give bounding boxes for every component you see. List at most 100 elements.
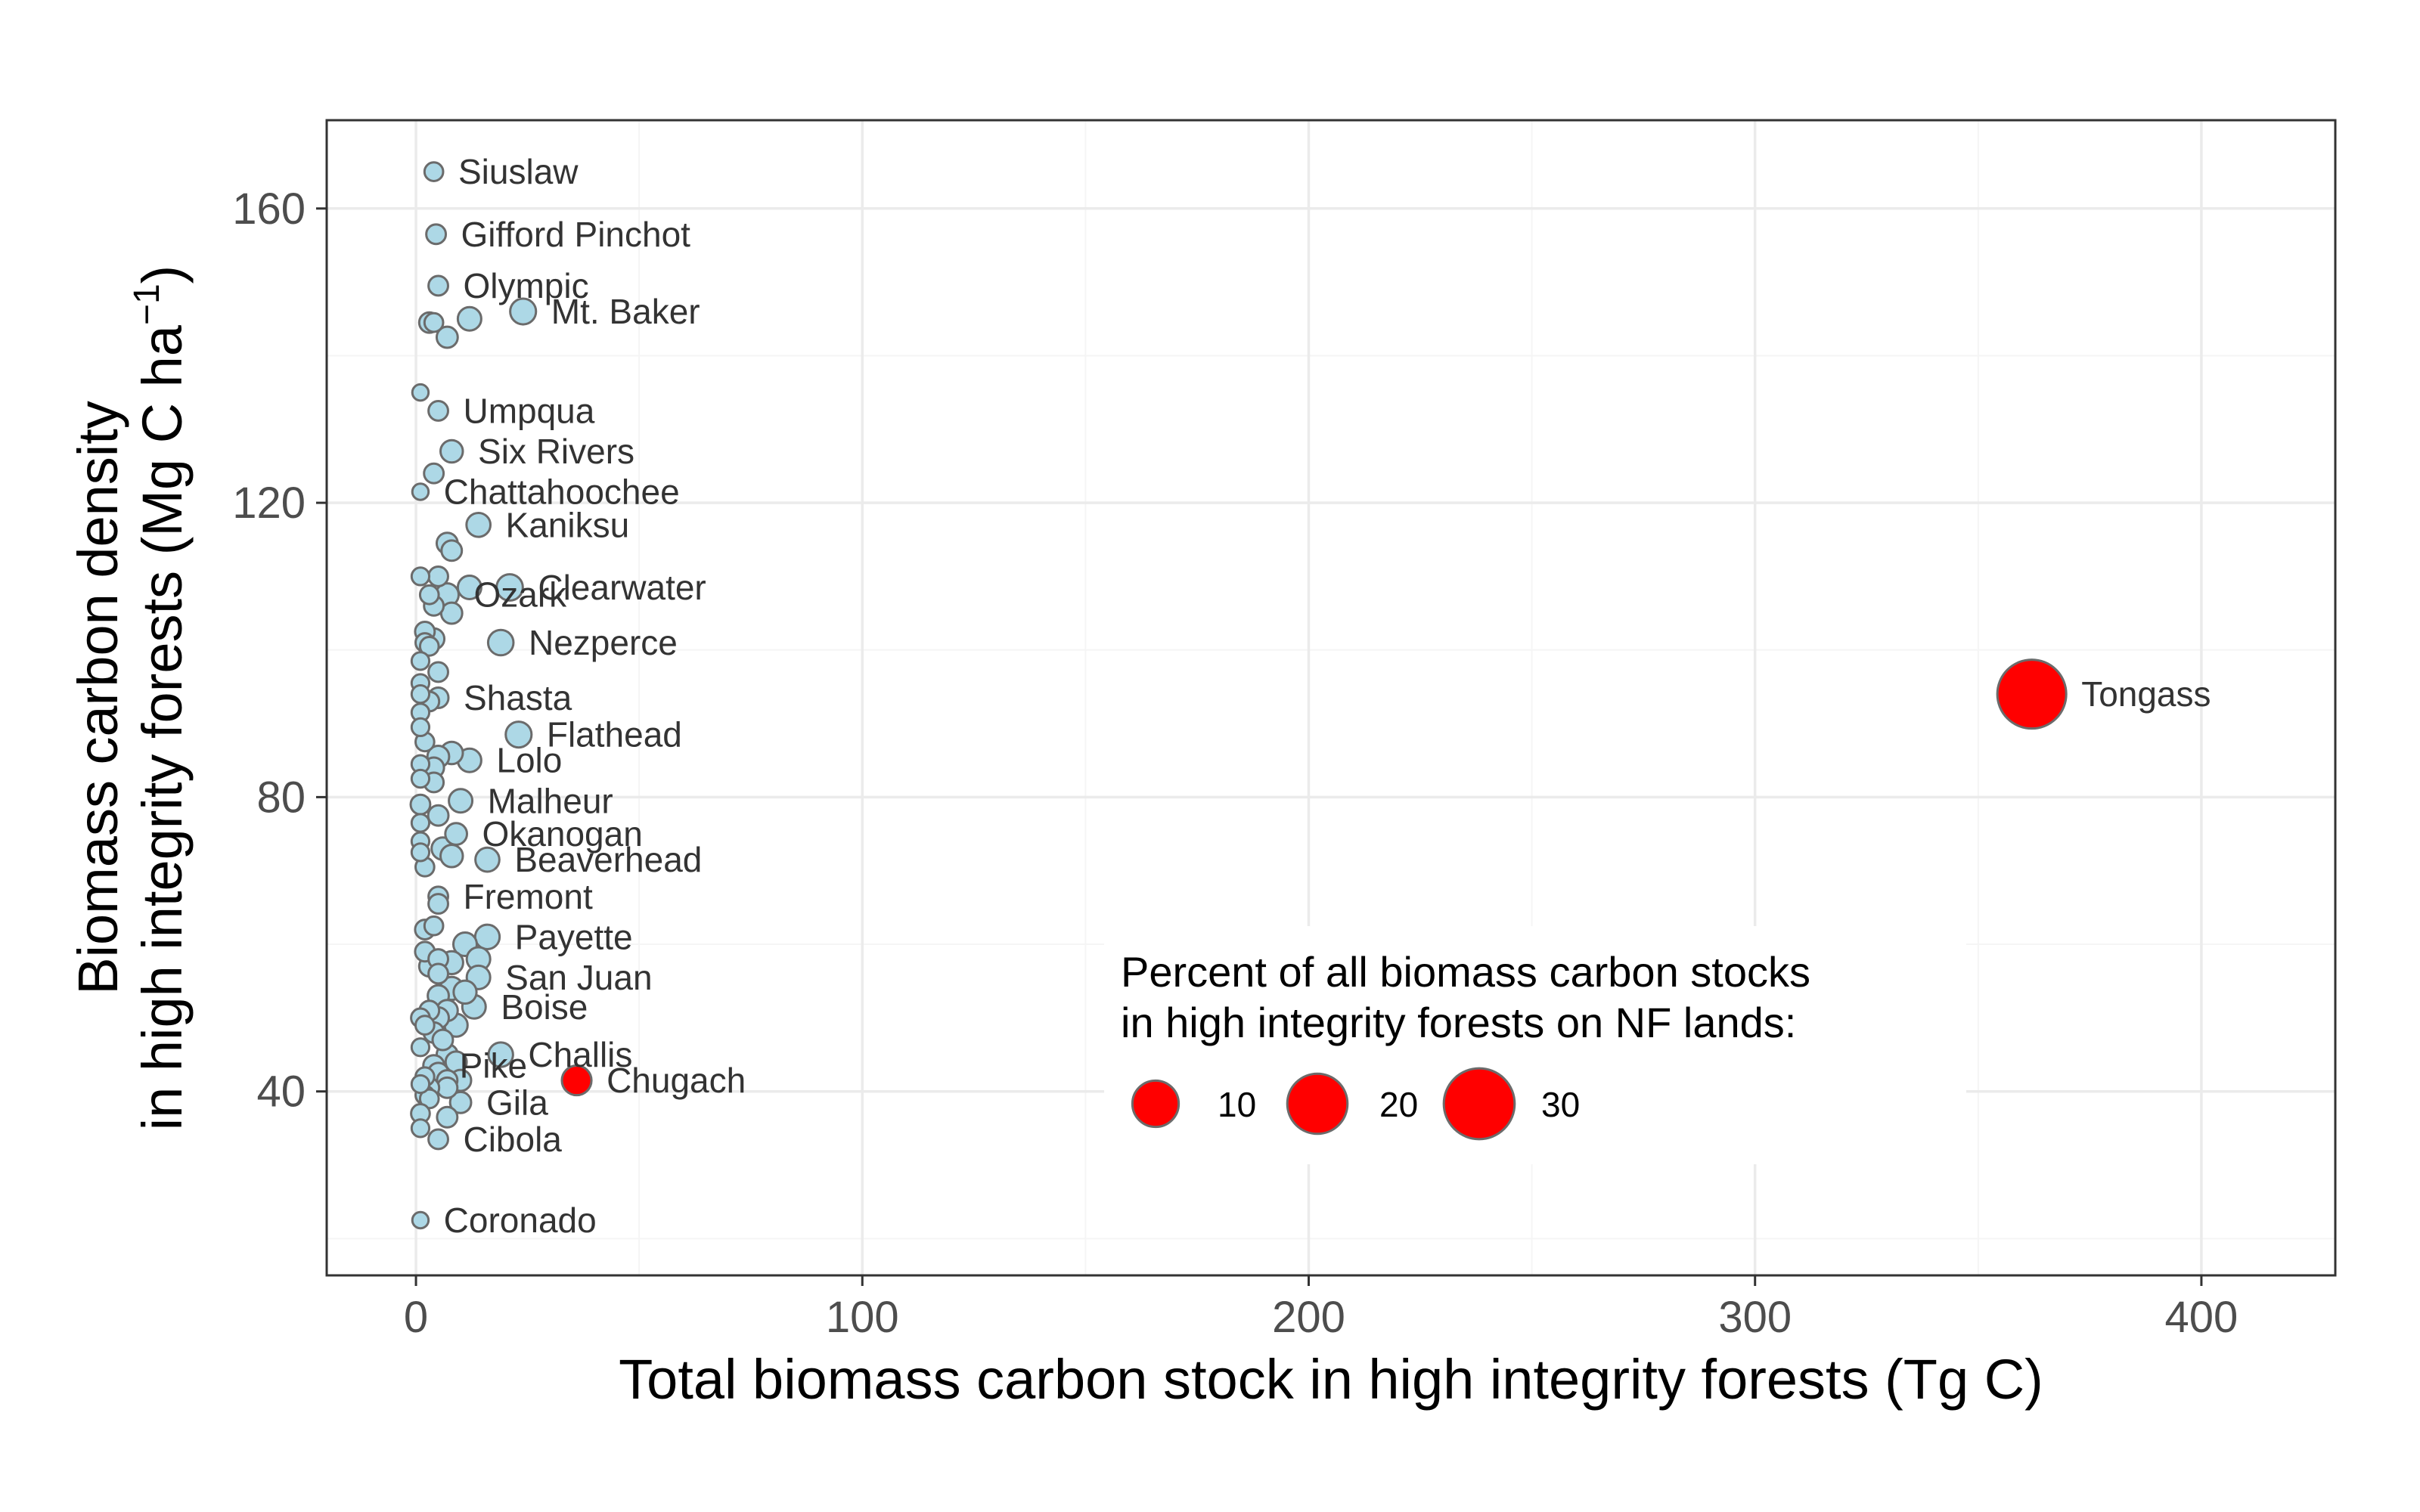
data-point — [410, 566, 431, 587]
data-point — [456, 305, 482, 332]
data-point — [410, 842, 431, 863]
legend-title-line1: Percent of all biomass carbon stocks — [1121, 948, 1810, 996]
legend-key-circle — [1442, 1067, 1516, 1141]
point-label: San Juan — [505, 958, 652, 997]
data-point — [410, 768, 431, 789]
point-label: Pike — [460, 1046, 527, 1086]
point-label: Mt. Baker — [551, 292, 700, 331]
point-label: Fremont — [463, 877, 592, 916]
legend-title-line2: in high integrity forests on NF lands: — [1121, 999, 1796, 1046]
data-point — [495, 573, 524, 602]
data-point — [427, 274, 449, 297]
point-label: Shasta — [464, 678, 572, 717]
data-point — [427, 962, 449, 985]
data-point — [427, 400, 449, 422]
data-point — [423, 311, 445, 333]
legend-key-circle — [1286, 1072, 1349, 1136]
data-point — [427, 893, 449, 915]
point-label: Beaverhead — [514, 840, 702, 879]
point-label: Malheur — [488, 781, 613, 820]
data-point — [456, 575, 482, 601]
data-point — [448, 1090, 473, 1114]
data-point — [410, 813, 431, 833]
highlight-point — [1996, 658, 2068, 730]
data-point — [414, 1015, 436, 1036]
point-label: Siuslaw — [458, 152, 579, 191]
data-point — [427, 1128, 449, 1151]
data-point — [410, 1037, 431, 1058]
x-tick-label: 100 — [826, 1293, 899, 1342]
point-label: Tongass — [2081, 674, 2211, 714]
point-label: Umpqua — [463, 391, 594, 430]
y-tick-label: 40 — [256, 1067, 306, 1117]
x-tick-label: 0 — [404, 1293, 428, 1342]
point-label: Cibola — [463, 1120, 562, 1159]
legend-background — [1104, 926, 1966, 1164]
y-axis-title-superscript: −1 — [127, 284, 167, 325]
data-point — [423, 161, 445, 182]
y-axis-title-main: in high integrity forests (Mg C ha — [131, 324, 194, 1130]
data-point — [440, 539, 464, 562]
highlight-point — [560, 1064, 593, 1097]
data-point — [487, 1041, 514, 1068]
data-point — [448, 788, 474, 814]
data-point — [439, 843, 464, 869]
y-axis-title-close: ) — [131, 265, 194, 284]
legend-key-label: 10 — [1218, 1085, 1256, 1124]
data-point — [418, 584, 440, 606]
data-point — [427, 661, 449, 683]
data-point — [427, 565, 449, 587]
point-label: Gifford Pinchot — [461, 215, 691, 254]
y-axis-title: Biomass carbon density — [67, 401, 129, 995]
x-tick-label: 400 — [2165, 1293, 2238, 1342]
data-point — [504, 720, 533, 749]
point-label: Coronado — [444, 1201, 597, 1240]
x-axis-title: Total biomass carbon stock in high integ… — [619, 1348, 2043, 1411]
y-axis-title-line2: in high integrity forests (Mg C ha−1) — [127, 265, 194, 1131]
point-label: Chugach — [607, 1061, 746, 1100]
point-label: Nezperce — [529, 623, 678, 662]
data-point — [465, 511, 492, 538]
x-tick-label: 200 — [1272, 1293, 1345, 1342]
data-point — [410, 684, 431, 705]
data-point — [410, 1074, 431, 1095]
legend-key-label: 20 — [1379, 1085, 1418, 1124]
point-label: Olympic — [463, 266, 588, 305]
point-label: Okanogan — [482, 814, 643, 854]
x-axis-ticks: 0 100 200 300 400 — [404, 1275, 2238, 1342]
legend-key-label: 30 — [1541, 1085, 1580, 1124]
minor-gridlines — [327, 120, 2335, 1275]
data-point — [410, 1118, 431, 1139]
data-point — [436, 1105, 459, 1129]
point-label: Gila — [486, 1083, 548, 1122]
data-point — [509, 297, 538, 326]
point-label: Payette — [515, 917, 633, 956]
point-label: Challis — [528, 1035, 632, 1074]
point-label: Chattahoochee — [444, 472, 680, 511]
point-label: Clearwater — [538, 568, 706, 607]
data-point — [411, 383, 430, 402]
data-point — [423, 915, 445, 937]
data-point — [411, 1210, 430, 1230]
point-label: Boise — [501, 987, 588, 1027]
y-axis-ticks: 40 80 120 160 — [232, 184, 327, 1117]
data-point — [410, 717, 431, 738]
x-tick-label: 300 — [1718, 1293, 1792, 1342]
size-legend: Percent of all biomass carbon stocks in … — [1104, 926, 1966, 1164]
data-point — [435, 325, 459, 349]
data-point — [411, 482, 430, 501]
data-point — [418, 636, 440, 657]
plot-border — [325, 119, 2337, 1277]
data-point — [473, 923, 501, 950]
point-label: Kaniksu — [506, 505, 630, 544]
data-point — [427, 804, 450, 827]
y-tick-label: 160 — [232, 184, 306, 234]
legend-key-circle — [1131, 1079, 1181, 1129]
data-point — [474, 846, 501, 873]
data-point — [409, 793, 432, 816]
point-label: Ozark — [474, 575, 568, 615]
data-point — [452, 979, 478, 1005]
y-tick-label: 120 — [232, 479, 306, 528]
